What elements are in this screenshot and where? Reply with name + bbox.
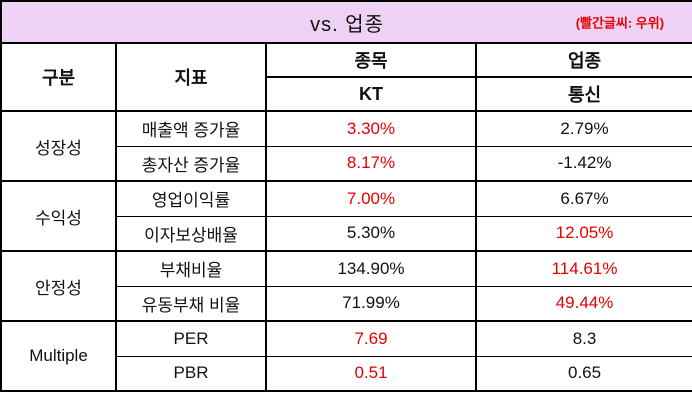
table-row: 수익성 영업이익률 7.00% 6.67%: [0, 180, 692, 251]
col-header-industry-name: 통신: [474, 76, 692, 111]
col-header-stock-group: 종목: [265, 43, 477, 77]
stock-value-cell: 71.99%: [265, 285, 477, 321]
industry-value-cell: 8.3: [474, 320, 692, 356]
industry-value-cell: 114.61%: [474, 250, 692, 286]
indicator-cell: 영업이익률: [115, 180, 267, 216]
col-header-stock-name: KT: [265, 76, 477, 111]
stock-value-cell: 3.30%: [265, 110, 477, 146]
stock-value-cell: 7.69: [265, 320, 477, 356]
stock-value-cell: 5.30%: [265, 215, 477, 251]
indicator-cell: PER: [115, 320, 267, 356]
table-row: Multiple PER 7.69 8.3: [0, 320, 692, 391]
industry-value-cell: 12.05%: [474, 215, 692, 251]
industry-value-cell: 2.79%: [474, 110, 692, 146]
col-header-indicator: 지표: [115, 43, 267, 112]
industry-value-cell: 6.67%: [474, 180, 692, 216]
group-label-profitability: 수익성: [0, 180, 117, 251]
group-label-growth: 성장성: [0, 110, 117, 181]
title-note: (빨간글씨: 우위): [575, 15, 665, 31]
col-header-industry-group: 업종: [474, 43, 692, 77]
header-row-names: KT 통신: [1, 76, 692, 111]
indicator-cell: 총자산 증가율: [115, 145, 267, 181]
industry-value-cell: 49.44%: [474, 285, 692, 321]
table-row: 이자보상배율 5.30% 12.05%: [1, 215, 692, 251]
stock-value-cell: 7.00%: [265, 180, 477, 216]
page-title: vs. 업종: [310, 13, 384, 36]
stock-value-cell: 0.51: [265, 355, 477, 391]
title-cell: vs. 업종 (빨간글씨: 우위): [0, 1, 692, 44]
indicator-cell: 이자보상배율: [115, 215, 267, 251]
table-row: 총자산 증가율 8.17% -1.42%: [1, 145, 692, 181]
indicator-cell: 유동부채 비율: [115, 285, 267, 321]
table-row: 유동부채 비율 71.99% 49.44%: [1, 285, 692, 321]
col-header-category: 구분: [0, 43, 117, 112]
group-label-multiple: Multiple: [0, 320, 117, 391]
indicator-cell: 부채비율: [115, 250, 267, 286]
indicator-cell: PBR: [115, 355, 267, 391]
stock-value-cell: 134.90%: [265, 250, 477, 286]
indicator-cell: 매출액 증가율: [115, 110, 267, 146]
table-row: PBR 0.51 0.65: [1, 355, 692, 391]
title-bar: vs. 업종 (빨간글씨: 우위): [0, 1, 692, 44]
stock-value-cell: 8.17%: [265, 145, 477, 181]
comparison-table: vs. 업종 (빨간글씨: 우위) 구분 지표 종목 업종 KT 통신 성장성 …: [0, 0, 692, 392]
industry-value-cell: -1.42%: [474, 145, 692, 181]
table-row: 성장성 매출액 증가율 3.30% 2.79%: [0, 110, 692, 181]
industry-value-cell: 0.65: [474, 355, 692, 391]
header-row-groups: 구분 지표 종목 업종: [0, 43, 692, 112]
group-label-stability: 안정성: [0, 250, 117, 321]
table-row: 안정성 부채비율 134.90% 114.61%: [0, 250, 692, 321]
